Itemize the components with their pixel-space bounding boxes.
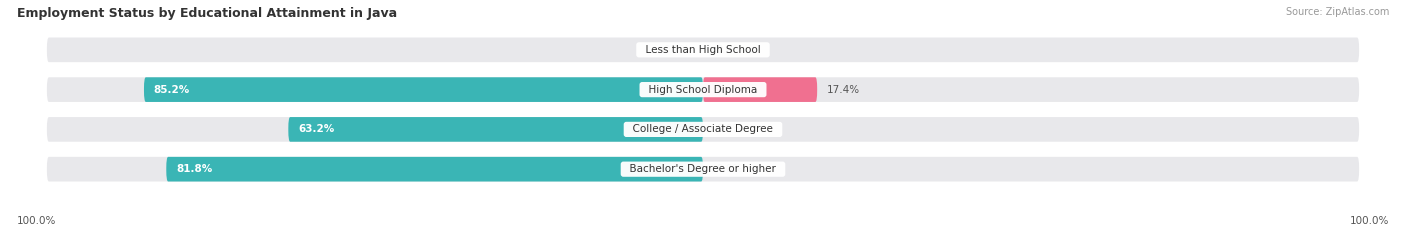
FancyBboxPatch shape — [46, 117, 1360, 142]
FancyBboxPatch shape — [143, 77, 703, 102]
Text: 17.4%: 17.4% — [827, 85, 860, 95]
Text: 0.0%: 0.0% — [716, 124, 742, 134]
Text: 81.8%: 81.8% — [176, 164, 212, 174]
Text: 0.0%: 0.0% — [716, 45, 742, 55]
Text: 63.2%: 63.2% — [298, 124, 335, 134]
Text: 0.0%: 0.0% — [716, 164, 742, 174]
Text: 100.0%: 100.0% — [17, 216, 56, 226]
FancyBboxPatch shape — [46, 157, 1360, 182]
Text: 0.0%: 0.0% — [664, 45, 690, 55]
Text: College / Associate Degree: College / Associate Degree — [626, 124, 780, 134]
FancyBboxPatch shape — [703, 77, 817, 102]
Text: High School Diploma: High School Diploma — [643, 85, 763, 95]
Text: Less than High School: Less than High School — [638, 45, 768, 55]
FancyBboxPatch shape — [166, 157, 703, 182]
FancyBboxPatch shape — [46, 38, 1360, 62]
FancyBboxPatch shape — [288, 117, 703, 142]
Text: Employment Status by Educational Attainment in Java: Employment Status by Educational Attainm… — [17, 7, 396, 20]
Text: Source: ZipAtlas.com: Source: ZipAtlas.com — [1285, 7, 1389, 17]
FancyBboxPatch shape — [46, 77, 1360, 102]
Text: 100.0%: 100.0% — [1350, 216, 1389, 226]
Text: Bachelor's Degree or higher: Bachelor's Degree or higher — [623, 164, 783, 174]
Text: 85.2%: 85.2% — [153, 85, 190, 95]
